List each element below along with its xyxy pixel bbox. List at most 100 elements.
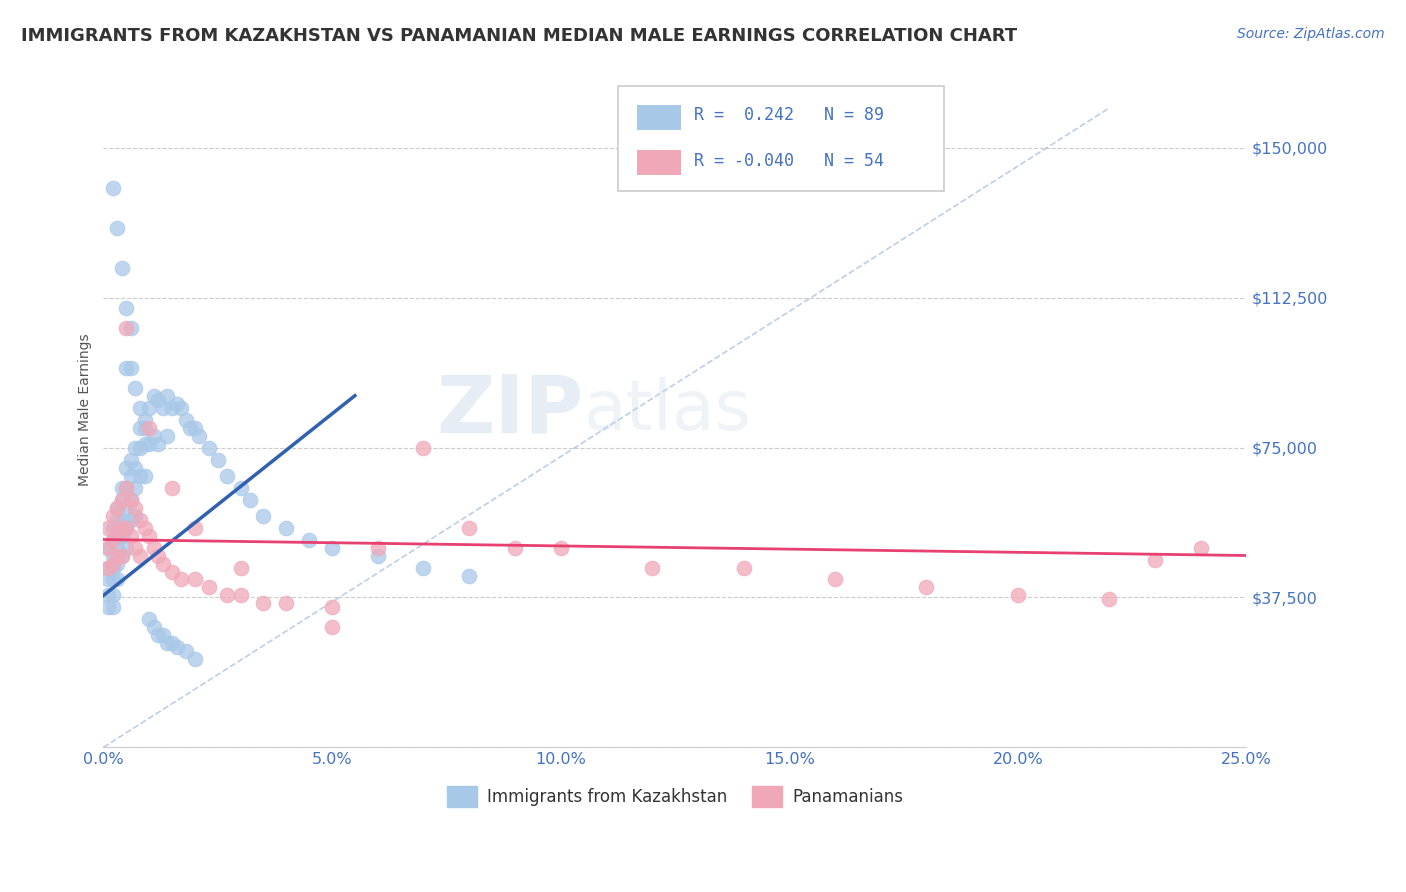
- Point: [160, 401, 183, 415]
- Point: [120, 492, 142, 507]
- Text: atlas: atlas: [583, 376, 751, 443]
- Point: [239, 492, 262, 507]
- Point: [166, 640, 188, 655]
- Point: [197, 441, 219, 455]
- Point: [138, 436, 160, 450]
- Point: [215, 468, 238, 483]
- Point: [276, 520, 298, 534]
- Point: [129, 420, 152, 434]
- Legend: Immigrants from Kazakhstan, Panamanians: Immigrants from Kazakhstan, Panamanians: [440, 780, 910, 814]
- Point: [134, 520, 156, 534]
- Point: [152, 401, 174, 415]
- Point: [101, 508, 124, 523]
- Point: [101, 533, 124, 547]
- Point: [120, 452, 142, 467]
- Point: [174, 412, 197, 426]
- Point: [458, 568, 481, 582]
- Text: R = -0.040   N = 54: R = -0.040 N = 54: [695, 152, 884, 169]
- Text: Source: ZipAtlas.com: Source: ZipAtlas.com: [1237, 27, 1385, 41]
- Point: [184, 573, 207, 587]
- Point: [184, 520, 207, 534]
- Point: [105, 573, 128, 587]
- Point: [252, 508, 274, 523]
- Point: [97, 560, 120, 574]
- Point: [97, 541, 120, 555]
- Point: [111, 528, 134, 542]
- Point: [124, 481, 146, 495]
- Point: [152, 628, 174, 642]
- Point: [101, 520, 124, 534]
- Point: [142, 428, 165, 442]
- Point: [105, 541, 128, 555]
- Point: [111, 512, 134, 526]
- Point: [97, 541, 120, 555]
- Point: [129, 549, 152, 563]
- Point: [298, 533, 321, 547]
- Point: [142, 389, 165, 403]
- Point: [111, 481, 134, 495]
- Point: [170, 573, 193, 587]
- Point: [138, 612, 160, 626]
- Point: [105, 500, 128, 515]
- Point: [124, 541, 146, 555]
- Point: [367, 541, 389, 555]
- Point: [170, 401, 193, 415]
- Point: [129, 401, 152, 415]
- Point: [129, 512, 152, 526]
- Point: [101, 533, 124, 547]
- Point: [179, 420, 201, 434]
- Point: [733, 560, 755, 574]
- Point: [229, 560, 252, 574]
- Point: [156, 389, 179, 403]
- Point: [101, 560, 124, 574]
- Point: [124, 441, 146, 455]
- Point: [115, 460, 138, 475]
- Point: [101, 600, 124, 615]
- Y-axis label: Median Male Earnings: Median Male Earnings: [79, 334, 93, 486]
- Point: [115, 520, 138, 534]
- Point: [138, 401, 160, 415]
- Point: [115, 320, 138, 334]
- Point: [142, 541, 165, 555]
- Point: [101, 181, 124, 195]
- Point: [148, 549, 170, 563]
- Point: [458, 520, 481, 534]
- Point: [550, 541, 572, 555]
- Point: [105, 500, 128, 515]
- Point: [105, 557, 128, 571]
- Point: [97, 520, 120, 534]
- Point: [115, 301, 138, 315]
- Point: [111, 492, 134, 507]
- Point: [321, 541, 343, 555]
- Point: [101, 557, 124, 571]
- Point: [184, 420, 207, 434]
- Point: [105, 524, 128, 539]
- Text: ZIP: ZIP: [436, 371, 583, 450]
- Point: [120, 492, 142, 507]
- Point: [824, 573, 846, 587]
- Point: [134, 412, 156, 426]
- Point: [915, 581, 938, 595]
- Point: [111, 549, 134, 563]
- Point: [97, 589, 120, 603]
- Point: [1007, 589, 1029, 603]
- Point: [166, 397, 188, 411]
- Point: [111, 260, 134, 275]
- Text: R =  0.242   N = 89: R = 0.242 N = 89: [695, 106, 884, 125]
- Point: [229, 481, 252, 495]
- Point: [129, 441, 152, 455]
- Point: [97, 573, 120, 587]
- Point: [1189, 541, 1212, 555]
- Point: [229, 589, 252, 603]
- Point: [142, 620, 165, 634]
- Point: [111, 520, 134, 534]
- Point: [367, 549, 389, 563]
- Point: [503, 541, 526, 555]
- Point: [148, 436, 170, 450]
- Point: [120, 468, 142, 483]
- Point: [156, 636, 179, 650]
- Point: [1144, 552, 1167, 566]
- Point: [641, 560, 664, 574]
- Point: [1098, 592, 1121, 607]
- Point: [120, 512, 142, 526]
